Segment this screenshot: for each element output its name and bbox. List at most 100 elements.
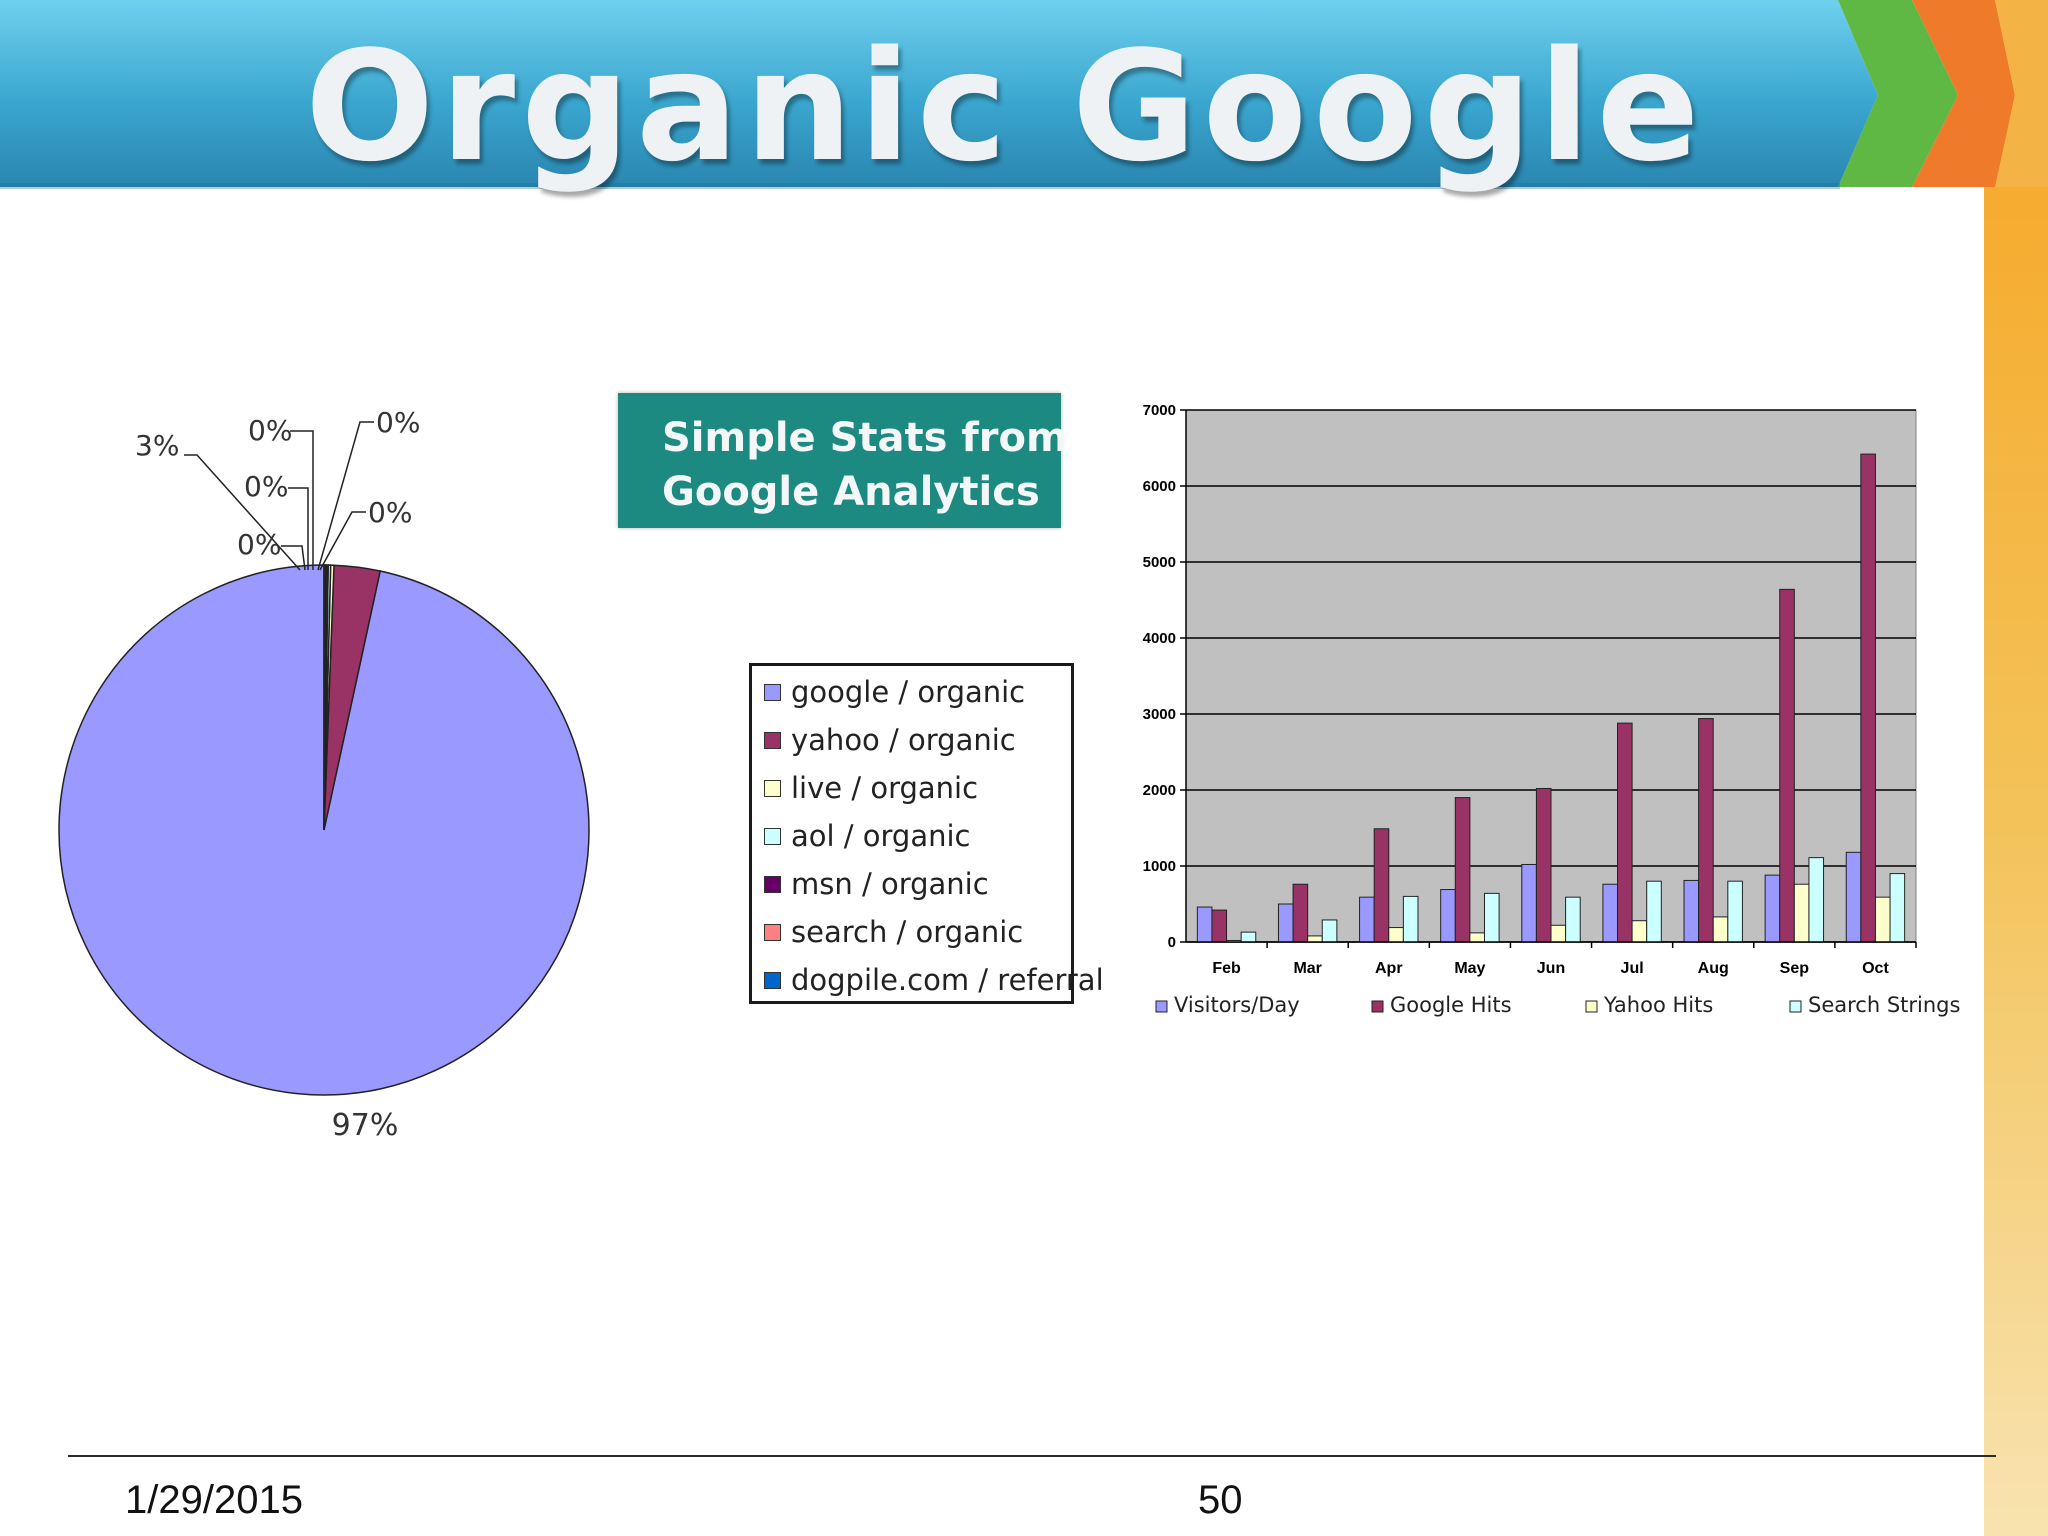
legend-label: dogpile.com / referral <box>791 963 1104 997</box>
bar-chart-panel: 0 1000 2000 3000 4000 5000 6000 7000 Feb Mar Apr Ma… <box>1118 375 1982 1037</box>
bar-yahoo-hits <box>1631 920 1648 943</box>
legend-swatch <box>764 971 781 989</box>
y-tick-label: 3000 <box>1143 706 1176 723</box>
pie-leader-line-4 <box>281 545 306 571</box>
bar-visitors-day <box>1277 903 1294 943</box>
bar-visitors-day <box>1845 851 1862 943</box>
legend-label: search / organic <box>791 915 1024 949</box>
legend-label: Visitors/Day <box>1174 993 1300 1017</box>
x-tick-label: Apr <box>1375 960 1403 977</box>
y-tick-label: 2000 <box>1143 782 1176 799</box>
bar-yahoo-hits <box>1550 924 1567 943</box>
legend-swatch <box>764 779 781 797</box>
y-tick-label: 0 <box>1168 934 1176 951</box>
bar-yahoo-hits <box>1712 916 1729 943</box>
bar-google-hits <box>1535 787 1552 943</box>
bar-search-strings <box>1402 895 1419 943</box>
y-tick-label: 7000 <box>1143 402 1176 419</box>
bar-google-hits <box>1292 883 1309 943</box>
pie-label-6: 0% <box>368 496 412 529</box>
footer-divider <box>68 1455 1996 1457</box>
legend-swatch <box>764 731 781 749</box>
bar-google-hits <box>1698 718 1714 943</box>
legend-label: google / organic <box>791 675 1026 709</box>
legend-label: Google Hits <box>1390 993 1512 1017</box>
bar-visitors-day <box>1196 906 1213 943</box>
y-tick-label: 5000 <box>1143 554 1176 571</box>
pie-chart: 97% 3% 0% 0% 0% 0% 0% <box>58 406 590 1143</box>
bar-visitors-day <box>1440 889 1456 943</box>
pie-legend: google / organic yahoo / organic live / or… <box>749 663 1104 1004</box>
bar-visitors-day <box>1764 874 1781 943</box>
bar-visitors-day <box>1521 863 1537 943</box>
pie-leader-line-5 <box>317 421 374 571</box>
bar-google-hits <box>1373 828 1390 943</box>
bar-google-hits <box>1779 588 1795 943</box>
x-tick-label: Feb <box>1212 960 1241 977</box>
y-tick-label: 6000 <box>1143 478 1176 495</box>
legend-swatch <box>1371 1000 1384 1013</box>
legend-label: Search Strings <box>1808 993 1960 1017</box>
slide-title: Organic Google <box>305 18 1706 195</box>
stats-box: Simple Stats from Google Analytics <box>618 393 1068 528</box>
bar-yahoo-hits <box>1469 932 1485 943</box>
bar-legend-item: Google Hits <box>1371 993 1512 1017</box>
legend-label: yahoo / organic <box>791 723 1016 757</box>
bar-search-strings <box>1727 880 1743 943</box>
banner-arrow-gold <box>1995 0 2048 187</box>
legend-label: live / organic <box>791 771 979 805</box>
pie-leader-line-2 <box>290 430 314 570</box>
pie-legend-item: google / organic <box>764 672 1025 712</box>
pie-label-0: 97% <box>332 1108 399 1143</box>
bar-yahoo-hits <box>1793 883 1810 943</box>
bar-yahoo-hits <box>1307 935 1323 943</box>
banner-arrow-orange <box>1912 0 2015 187</box>
footer-date: 1/29/2015 <box>125 1478 303 1522</box>
x-tick-label: Mar <box>1293 960 1321 977</box>
x-tick-label: Oct <box>1862 960 1889 977</box>
pie-label-2: 0% <box>248 414 292 447</box>
bar-visitors-day <box>1359 896 1375 943</box>
pie-legend-item: msn / organic <box>764 864 989 904</box>
x-tick-label: Jun <box>1537 960 1565 977</box>
legend-label: Yahoo Hits <box>1603 993 1713 1017</box>
pie-slice-dogpile-com-referral <box>323 564 326 831</box>
pie-legend-item: search / organic <box>764 912 1023 952</box>
bar-visitors-day <box>1683 879 1700 943</box>
y-tick-label: 1000 <box>1143 858 1176 875</box>
bar-legend-item: Search Strings <box>1789 993 1960 1017</box>
x-tick-label: Jul <box>1621 960 1644 977</box>
x-tick-label: Sep <box>1780 960 1810 977</box>
bar-google-hits <box>1617 722 1633 943</box>
bar-yahoo-hits <box>1874 896 1891 943</box>
legend-swatch <box>764 827 781 845</box>
bar-search-strings <box>1565 896 1581 943</box>
bar-search-strings <box>1483 892 1500 943</box>
side-strip <box>1984 120 2048 1536</box>
pie-leader-line-1 <box>184 454 301 571</box>
legend-swatch <box>1585 1000 1598 1013</box>
legend-swatch <box>1155 1000 1168 1013</box>
bar-chart: 0 1000 2000 3000 4000 5000 6000 7000 Feb Mar Apr Ma… <box>1143 402 1961 1017</box>
pie-legend-item: live / organic <box>764 768 978 808</box>
pie-label-3: 0% <box>244 470 288 503</box>
bar-google-hits <box>1860 453 1876 943</box>
bar-yahoo-hits <box>1388 927 1404 943</box>
pie-legend-item: dogpile.com / referral <box>764 960 1104 1000</box>
bar-search-strings <box>1808 857 1825 943</box>
pie-label-4: 0% <box>237 528 281 561</box>
pie-leader-line-3 <box>288 487 309 570</box>
x-tick-label: Aug <box>1698 960 1729 977</box>
bar-search-strings <box>1646 880 1662 943</box>
bar-google-hits <box>1211 909 1228 943</box>
banner-bar <box>0 0 1878 187</box>
x-tick-label: May <box>1454 960 1485 977</box>
pie-legend-item: aol / organic <box>764 816 971 856</box>
bar-search-strings <box>1321 919 1338 943</box>
bar-legend-item: Yahoo Hits <box>1585 993 1713 1017</box>
bar-search-strings <box>1889 873 1906 943</box>
banner-arrow-green <box>1838 0 1958 187</box>
pie-label-5: 0% <box>376 406 420 439</box>
